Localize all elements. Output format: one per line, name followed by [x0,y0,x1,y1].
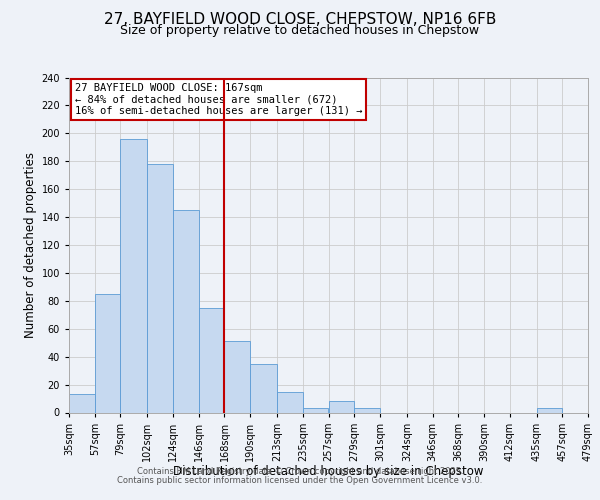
Bar [536,408,562,412]
Bar [354,408,380,412]
Bar [250,364,277,412]
Bar [69,394,95,412]
X-axis label: Distribution of detached houses by size in Chepstow: Distribution of detached houses by size … [173,465,484,478]
Text: Contains public sector information licensed under the Open Government Licence v3: Contains public sector information licen… [118,476,482,485]
Bar [173,210,199,412]
Text: 27 BAYFIELD WOOD CLOSE: 167sqm
← 84% of detached houses are smaller (672)
16% of: 27 BAYFIELD WOOD CLOSE: 167sqm ← 84% of … [75,83,362,116]
Bar [95,294,121,412]
Bar [329,402,354,412]
Bar [121,139,148,412]
Bar [199,308,224,412]
Y-axis label: Number of detached properties: Number of detached properties [24,152,37,338]
Text: 27, BAYFIELD WOOD CLOSE, CHEPSTOW, NP16 6FB: 27, BAYFIELD WOOD CLOSE, CHEPSTOW, NP16 … [104,12,496,28]
Bar [277,392,303,412]
Text: Size of property relative to detached houses in Chepstow: Size of property relative to detached ho… [121,24,479,37]
Bar [224,342,250,412]
Bar [303,408,329,412]
Bar [148,164,173,412]
Text: Contains HM Land Registry data © Crown copyright and database right 2025.: Contains HM Land Registry data © Crown c… [137,467,463,476]
